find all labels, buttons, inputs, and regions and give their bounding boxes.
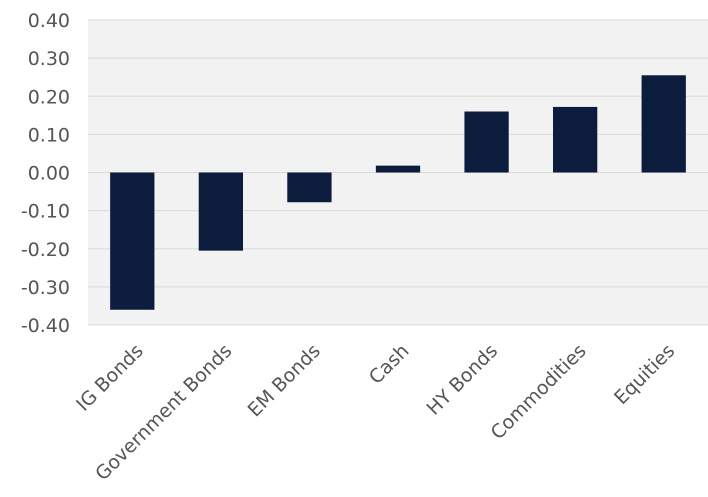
bar [464,111,509,173]
bar [641,75,686,173]
x-category-label: EM Bonds [244,340,325,421]
bars [110,75,686,310]
bar [553,106,598,173]
x-category-label: Cash [365,340,414,389]
x-category-label: Equities [610,340,679,409]
bar [110,172,155,310]
y-tick-label: -0.10 [21,201,70,223]
y-tick-label: 0.20 [28,86,70,108]
gridlines [88,19,708,326]
y-axis-tick-labels: 0.40 0.30 0.20 0.10 0.00 -0.10 -0.20 -0.… [21,10,70,337]
y-tick-label: 0.30 [28,48,70,70]
y-tick-label: 0.40 [28,10,70,32]
bar [287,172,332,203]
y-tick-label: -0.40 [21,315,70,337]
y-tick-label: -0.20 [21,239,70,261]
x-category-label: HY Bonds [422,340,502,420]
y-tick-label: 0.10 [28,124,70,146]
y-tick-label: 0.00 [28,163,70,185]
bar [198,172,243,251]
y-tick-label: -0.30 [21,277,70,299]
x-category-label: Commodities [487,340,591,444]
bar [375,165,421,173]
x-category-label: IG Bonds [72,340,148,416]
x-axis-category-labels: IG Bonds Government Bonds EM Bonds Cash … [72,340,679,485]
